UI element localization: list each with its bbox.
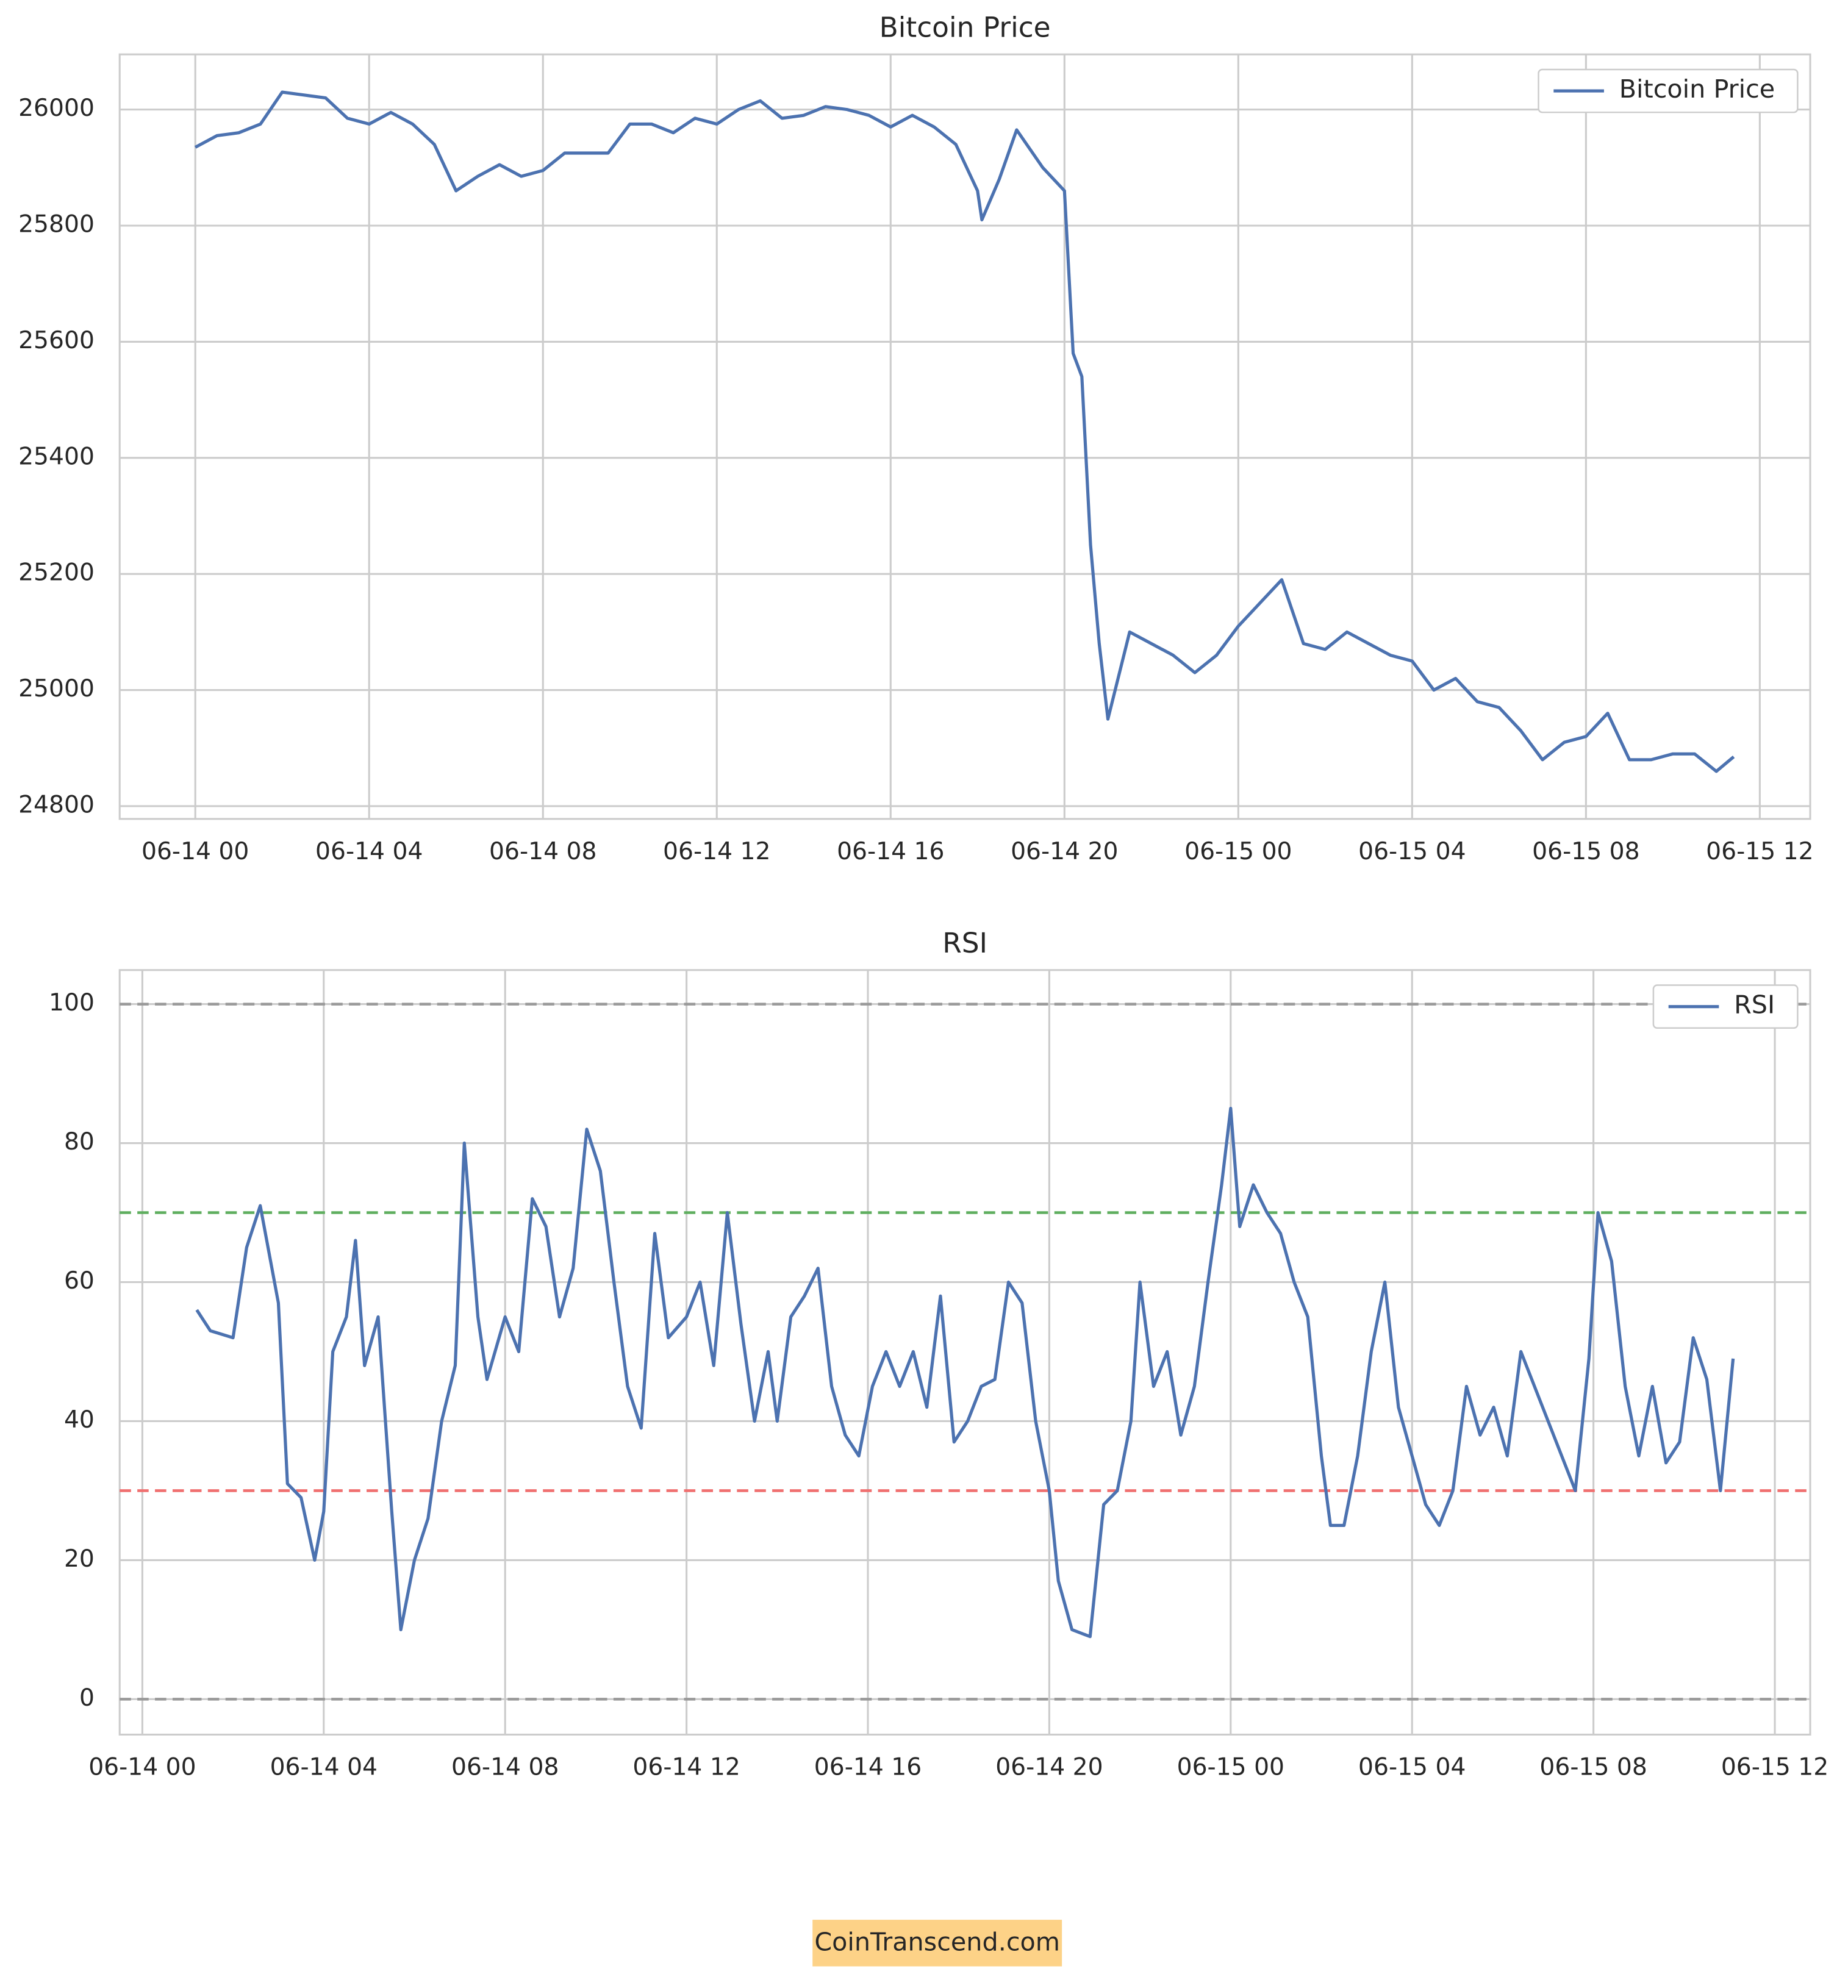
y-tick-label: 25400 [18, 443, 95, 470]
y-tick-label: 25000 [18, 675, 95, 703]
legend-label: RSI [1734, 990, 1775, 1020]
y-tick-label: 26000 [18, 95, 95, 122]
x-tick-label: 06-14 08 [451, 1754, 559, 1781]
x-tick-label: 06-15 12 [1706, 838, 1813, 865]
footer-text: CoinTranscend.com [814, 1927, 1060, 1956]
x-tick-label: 06-14 16 [837, 838, 944, 865]
x-tick-label: 06-15 00 [1184, 838, 1292, 865]
y-tick-label: 25600 [18, 327, 95, 354]
legend-label: Bitcoin Price [1619, 74, 1775, 104]
y-tick-label: 80 [64, 1128, 95, 1156]
x-tick-label: 06-14 12 [663, 838, 770, 865]
x-tick-label: 06-14 20 [1011, 838, 1118, 865]
legend-box [1652, 984, 1799, 1029]
chart-title: Bitcoin Price [879, 11, 1051, 43]
x-tick-label: 06-14 04 [315, 838, 423, 865]
x-tick-label: 06-14 00 [88, 1754, 196, 1781]
legend-box [1538, 68, 1799, 113]
x-tick-label: 06-15 04 [1358, 838, 1466, 865]
x-tick-label: 06-15 00 [1177, 1754, 1284, 1781]
x-tick-label: 06-15 08 [1539, 1754, 1647, 1781]
x-tick-label: 06-14 08 [489, 838, 596, 865]
x-tick-label: 06-15 08 [1532, 838, 1639, 865]
footer-badge [812, 1920, 1062, 1967]
plot-frame [118, 969, 1811, 1736]
plot-frame [118, 53, 1811, 820]
price-line [194, 90, 1735, 773]
y-tick-label: 40 [64, 1406, 95, 1434]
x-tick-label: 06-14 04 [270, 1754, 378, 1781]
x-tick-label: 06-14 00 [141, 838, 249, 865]
x-tick-label: 06-15 04 [1358, 1754, 1466, 1781]
x-tick-label: 06-14 20 [995, 1754, 1103, 1781]
y-tick-label: 24800 [18, 791, 95, 818]
x-tick-label: 06-14 16 [814, 1754, 922, 1781]
y-tick-label: 100 [49, 989, 95, 1017]
x-tick-label: 06-15 12 [1721, 1754, 1828, 1781]
y-tick-label: 25800 [18, 211, 95, 238]
y-tick-label: 20 [64, 1545, 95, 1573]
y-tick-label: 60 [64, 1267, 95, 1295]
chart-title: RSI [942, 927, 987, 959]
price-line [195, 1106, 1735, 1639]
y-tick-label: 0 [79, 1684, 95, 1712]
y-tick-label: 25200 [18, 559, 95, 587]
x-tick-label: 06-14 12 [632, 1754, 740, 1781]
